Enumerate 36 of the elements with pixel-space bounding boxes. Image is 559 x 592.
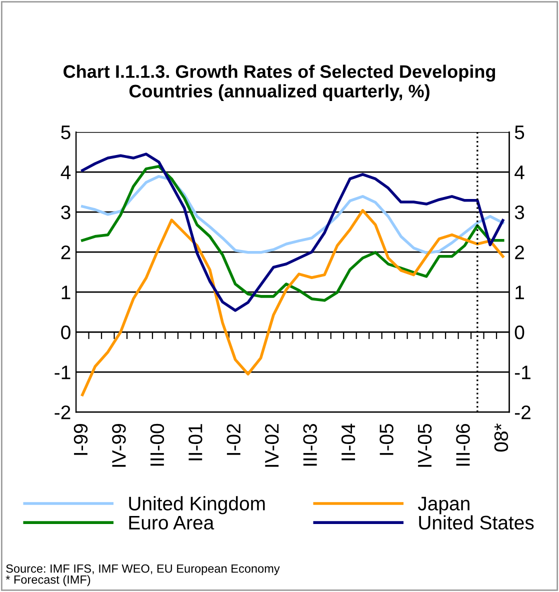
- y-tick-label: 1: [62, 286, 70, 300]
- x-tick-label: III-06: [456, 424, 470, 466]
- y-tick-label: 0: [61, 325, 70, 340]
- source-note: Source: IMF IFS, IMF WEO, EU European Economy * Forecast (IMF): [6, 564, 280, 586]
- x-tick-label: II-01: [188, 424, 202, 460]
- y2-tick-label: 1: [516, 286, 524, 300]
- legend-label: United States: [419, 515, 534, 530]
- y2-tick-label: 4: [514, 166, 524, 180]
- y2-tick-label: -2: [514, 406, 530, 420]
- legend-label: Japan: [418, 496, 470, 514]
- x-tick-label: I-99: [74, 424, 88, 455]
- x-tick-label: III-00: [150, 424, 164, 466]
- y-tick-label: -1: [54, 366, 70, 380]
- y-tick-label: 2: [61, 245, 70, 260]
- x-tick-label: IV-05: [418, 424, 432, 467]
- y-tick-label: 3: [61, 205, 70, 220]
- y-tick-label: 4: [60, 166, 71, 180]
- x-tick-label: I-02: [226, 424, 241, 455]
- line-series: [81, 175, 504, 254]
- legend-label: Euro Area: [129, 516, 214, 530]
- y-tick-label: 5: [61, 126, 70, 140]
- x-tick-label: II-04: [341, 424, 356, 460]
- x-tick-label: IV-99: [112, 424, 126, 467]
- x-tick-label: IV-02: [264, 424, 279, 467]
- legend-label: United Kingdom: [129, 496, 265, 514]
- x-tick-label: 08*: [494, 423, 508, 452]
- y2-tick-label: -1: [514, 366, 530, 380]
- line-series: [81, 209, 504, 396]
- y2-tick-label: 3: [514, 205, 524, 220]
- y2-tick-label: 2: [515, 245, 524, 260]
- chart-title: Chart I.1.1.3. Growth Rates of Selected Developing Countries (annualized quarterly, %): [64, 64, 496, 102]
- y2-tick-label: 0: [514, 325, 524, 340]
- y-tick-label: -2: [54, 406, 70, 420]
- x-tick-label: III-03: [303, 424, 317, 466]
- x-tick-label: I-05: [380, 424, 394, 455]
- y2-tick-label: 5: [514, 126, 524, 140]
